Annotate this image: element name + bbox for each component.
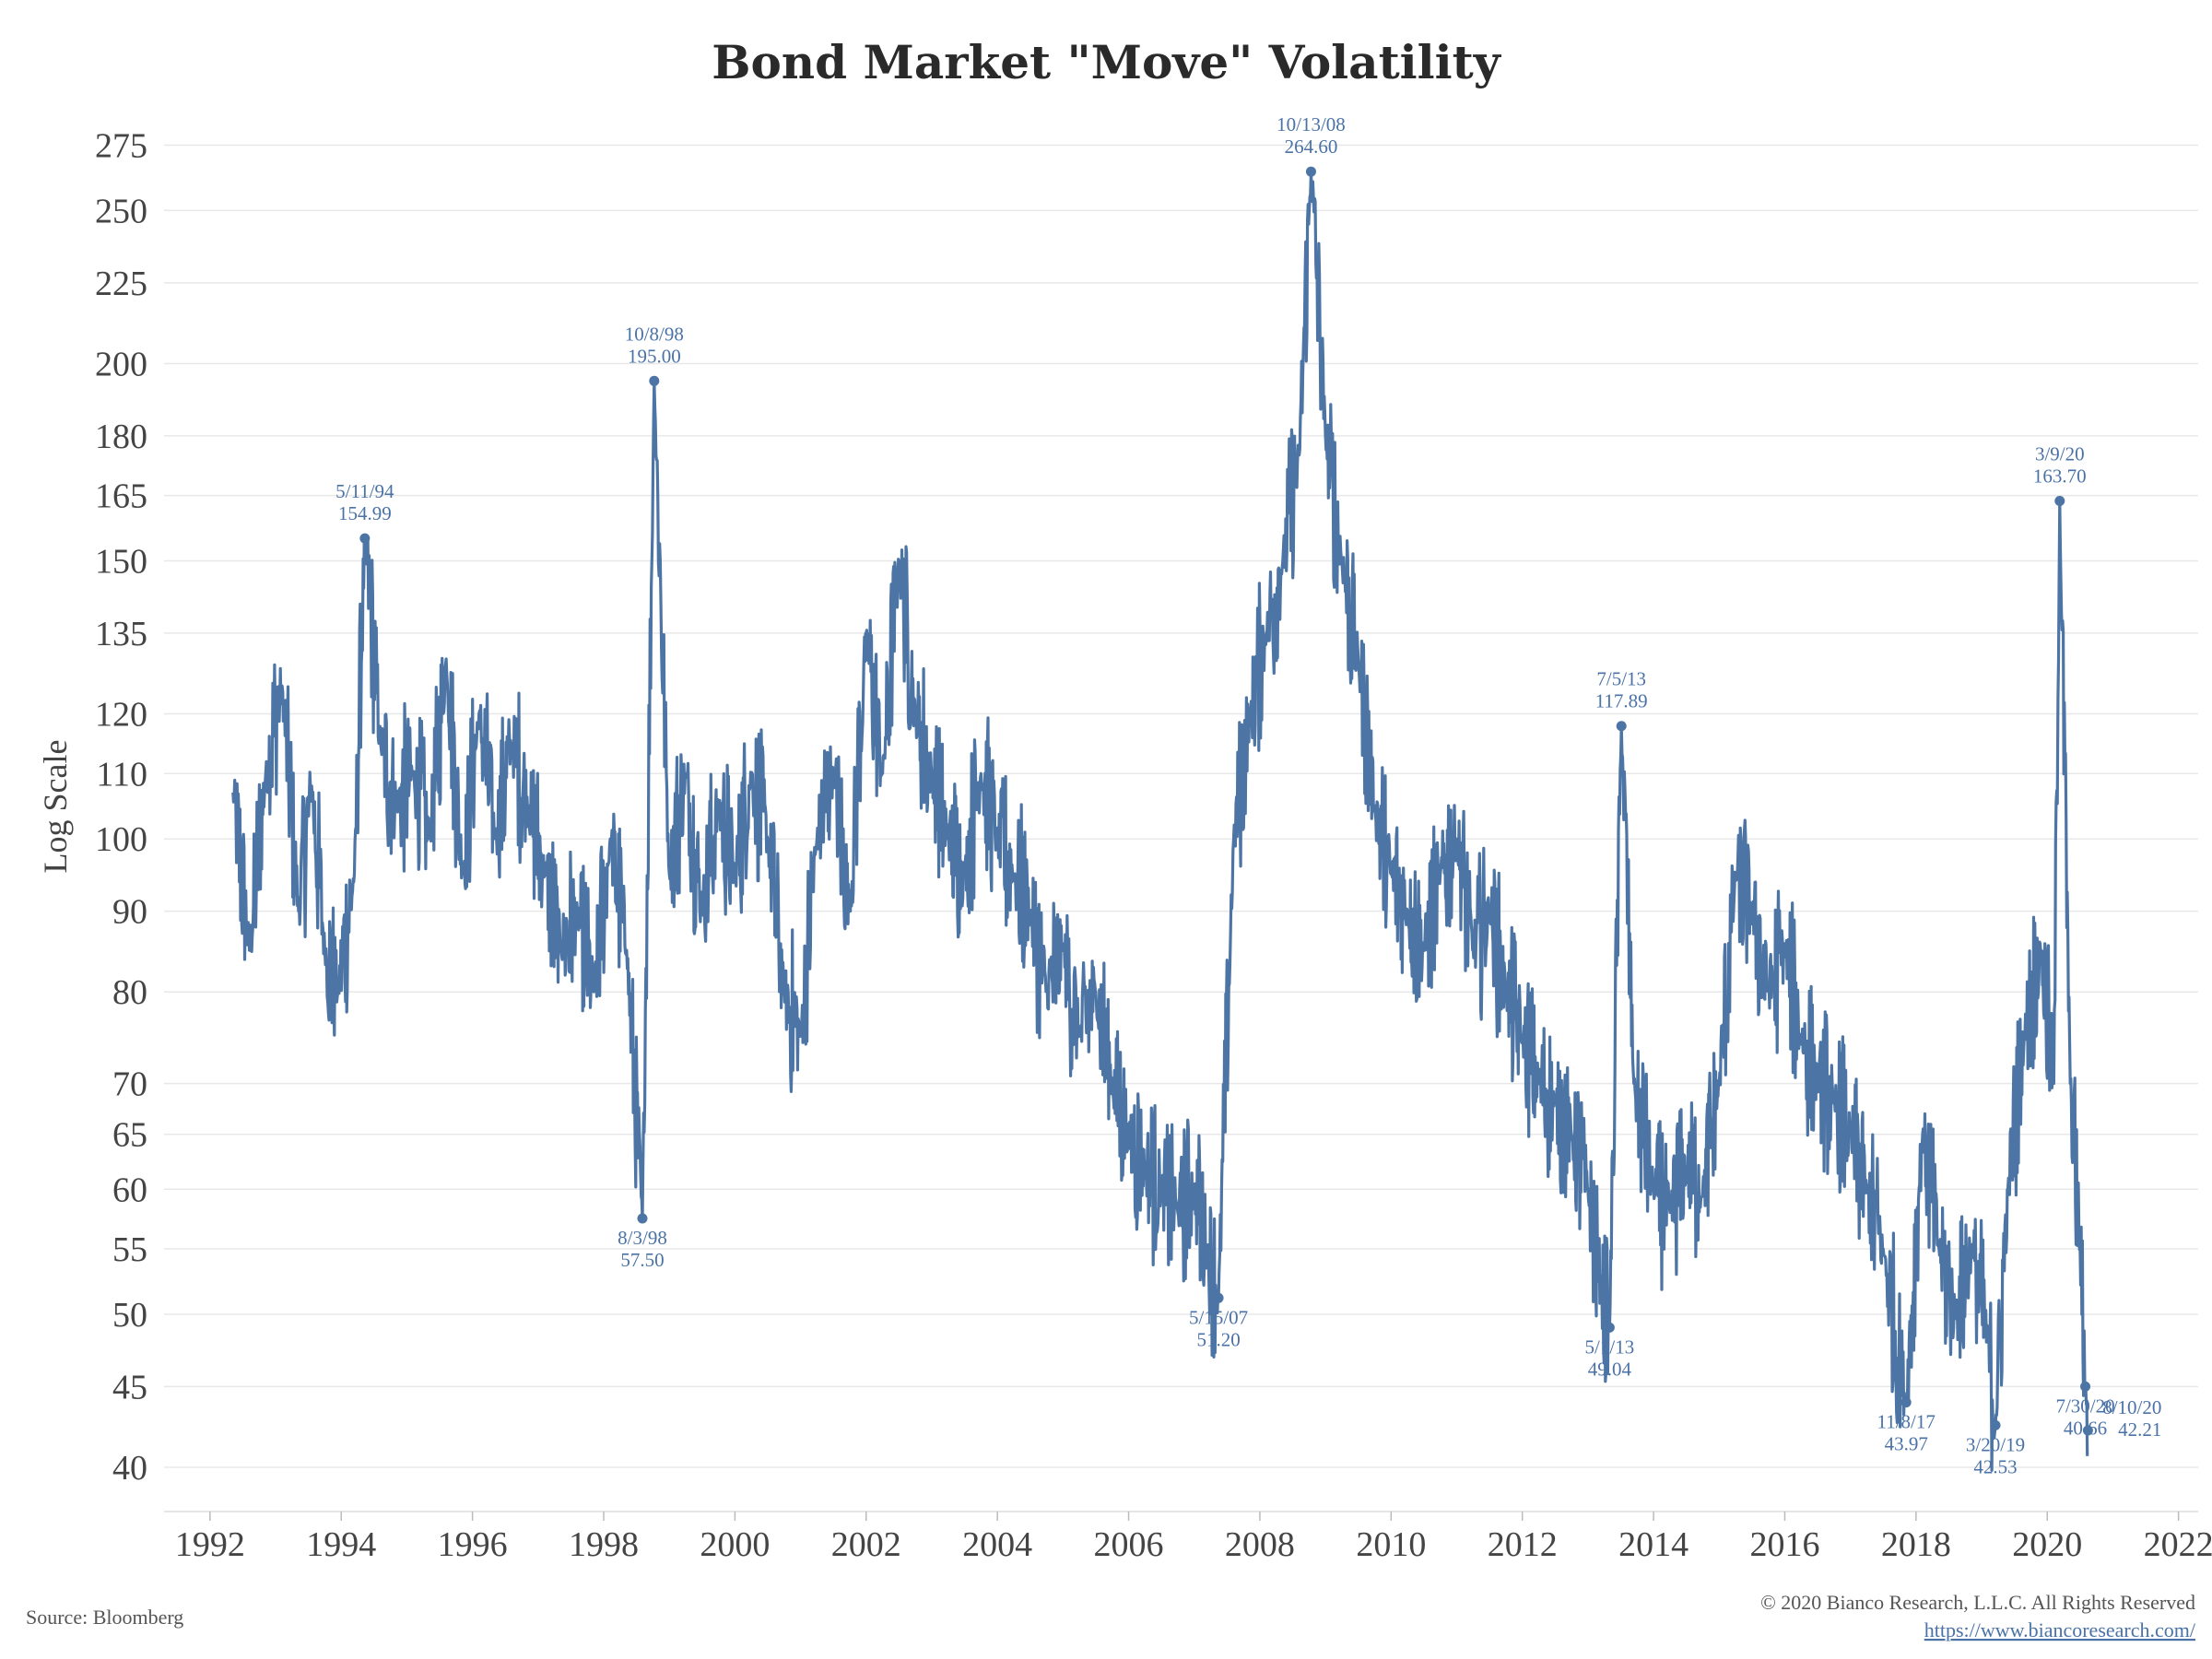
y-tick-label: 225 bbox=[95, 265, 147, 303]
chart-title: Bond Market "Move" Volatility bbox=[712, 35, 1502, 89]
x-tick-label: 2004 bbox=[962, 1525, 1032, 1564]
x-tick-label: 2016 bbox=[1749, 1525, 1819, 1564]
x-tick-label: 2000 bbox=[700, 1525, 770, 1564]
annotation-date: 11/8/17 bbox=[1877, 1411, 1935, 1433]
y-tick-label: 180 bbox=[95, 418, 147, 456]
y-tick-label: 165 bbox=[95, 477, 147, 516]
y-tick-label: 250 bbox=[95, 192, 147, 230]
y-tick-label: 200 bbox=[95, 345, 147, 383]
annotation-value: 42.53 bbox=[1973, 1455, 2017, 1477]
x-tick-label: 2018 bbox=[1881, 1525, 1951, 1564]
y-tick-label: 120 bbox=[95, 696, 147, 735]
annotation-dot bbox=[2080, 1381, 2091, 1392]
y-axis: 40 45 50 55 60 65 70 80 90 100 110 120 135 150 165 180 2… bbox=[95, 127, 147, 1488]
y-tick-label: 110 bbox=[96, 755, 147, 794]
annotation-value: 195.00 bbox=[628, 345, 681, 367]
x-tick-label: 1996 bbox=[438, 1525, 508, 1564]
annotation-date: 7/30/20 bbox=[2055, 1394, 2114, 1417]
x-tick-label: 2020 bbox=[2012, 1525, 2082, 1564]
annotation-date: 3/20/19 bbox=[1966, 1433, 2025, 1455]
annotation-dot bbox=[1616, 721, 1627, 732]
annotation-dot bbox=[637, 1213, 648, 1224]
annotation-dot bbox=[1305, 166, 1316, 177]
annotation-value: 154.99 bbox=[338, 502, 392, 524]
copyright-note: © 2020 Bianco Research, L.L.C. All Right… bbox=[1760, 1591, 2195, 1614]
x-tick-label: 2008 bbox=[1225, 1525, 1295, 1564]
x-axis: 1992 1994 1996 1998 2000 2002 2004 2006 2008 2010… bbox=[164, 1511, 2212, 1564]
annotation-dot bbox=[2054, 495, 2065, 506]
x-tick-label: 2002 bbox=[831, 1525, 901, 1564]
y-tick-label: 275 bbox=[95, 127, 147, 166]
y-tick-label: 40 bbox=[112, 1449, 147, 1488]
annotation-dot bbox=[1990, 1419, 2001, 1430]
annotation-dot bbox=[2082, 1425, 2093, 1436]
annotation-value: 57.50 bbox=[620, 1249, 664, 1271]
y-tick-label: 70 bbox=[112, 1065, 147, 1104]
y-tick-label: 135 bbox=[95, 615, 147, 653]
y-tick-label: 80 bbox=[112, 973, 147, 1012]
annotation-dot bbox=[359, 533, 371, 544]
x-tick-label: 1998 bbox=[569, 1525, 639, 1564]
annotation-value: 49.04 bbox=[1588, 1358, 1632, 1380]
y-tick-label: 60 bbox=[112, 1171, 147, 1209]
y-axis-title: Log Scale bbox=[37, 740, 74, 874]
x-tick-label: 1994 bbox=[306, 1525, 376, 1564]
y-tick-label: 65 bbox=[112, 1116, 147, 1155]
annotation-date: 8/10/20 bbox=[2102, 1396, 2161, 1418]
annotation-date: 10/13/08 bbox=[1277, 113, 1346, 135]
x-tick-label: 2022 bbox=[2144, 1525, 2212, 1564]
annotation-value: 117.89 bbox=[1595, 690, 1648, 712]
annotation-value: 42.21 bbox=[2118, 1418, 2161, 1441]
annotation-value: 163.70 bbox=[2033, 465, 2087, 487]
annotation-date: 10/8/98 bbox=[625, 323, 684, 345]
annotation-dot bbox=[1213, 1292, 1224, 1303]
x-tick-label: 2006 bbox=[1094, 1525, 1164, 1564]
annotation-dot bbox=[1604, 1322, 1615, 1333]
y-tick-label: 90 bbox=[112, 893, 147, 932]
x-tick-label: 2012 bbox=[1488, 1525, 1558, 1564]
series-line-move-index bbox=[231, 170, 2089, 1472]
annotation-date: 5/11/94 bbox=[335, 480, 394, 502]
series-layer bbox=[231, 170, 2089, 1472]
y-tick-label: 100 bbox=[95, 820, 147, 859]
y-tick-label: 150 bbox=[95, 543, 147, 582]
annotation-date: 3/9/20 bbox=[2035, 442, 2085, 465]
x-tick-label: 2010 bbox=[1356, 1525, 1426, 1564]
x-tick-label: 2014 bbox=[1618, 1525, 1688, 1564]
annotation-date: 7/5/13 bbox=[1596, 668, 1646, 690]
annotation-value: 43.97 bbox=[1885, 1433, 1928, 1455]
source-note: Source: Bloomberg bbox=[26, 1606, 183, 1629]
y-tick-label: 50 bbox=[112, 1296, 147, 1335]
y-tick-label: 55 bbox=[112, 1230, 147, 1269]
annotation-date: 5/1/13 bbox=[1585, 1335, 1635, 1358]
y-tick-label: 45 bbox=[112, 1368, 147, 1406]
annotation-date: 8/3/98 bbox=[618, 1227, 667, 1249]
annotation-dot bbox=[1900, 1397, 1912, 1408]
annotation-value: 51.20 bbox=[1196, 1328, 1240, 1350]
annotation-date: 5/15/07 bbox=[1189, 1306, 1248, 1328]
website-link[interactable]: https://www.biancoresearch.com/ bbox=[1924, 1618, 2196, 1641]
x-tick-label: 1992 bbox=[175, 1525, 245, 1564]
annotation-value: 264.60 bbox=[1285, 135, 1338, 158]
annotation-dot bbox=[649, 375, 660, 386]
